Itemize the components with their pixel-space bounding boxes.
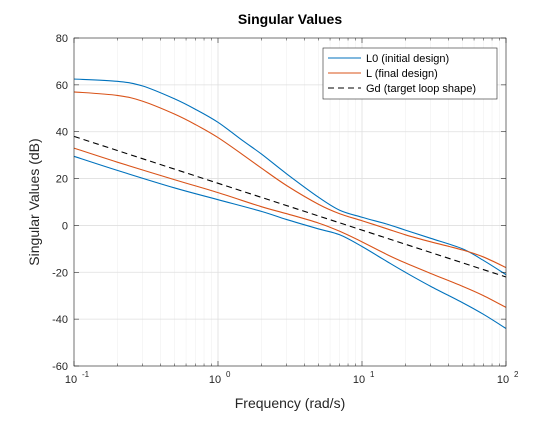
y-tick-label: -60 <box>52 361 68 373</box>
x-tick-exponent: 1 <box>370 370 375 379</box>
x-axis-label: Frequency (rad/s) <box>235 395 345 411</box>
x-tick-label: 10 <box>209 374 221 386</box>
y-tick-label: 80 <box>56 33 68 45</box>
axes-box <box>73 37 507 367</box>
grid <box>73 37 507 367</box>
y-tick-label: 0 <box>62 220 68 232</box>
y-tick-label: 40 <box>56 127 68 139</box>
x-tick-label: 10 <box>353 374 365 386</box>
y-tick-label: 20 <box>56 174 68 186</box>
x-tick-label: 10 <box>497 374 509 386</box>
x-tick-exponent: 0 <box>226 370 231 379</box>
legend-label: L (final design) <box>366 68 438 80</box>
series-line-5 <box>73 135 507 278</box>
series-line-3 <box>73 91 507 269</box>
legend: L0 (initial design) L (final design) Gd (t… <box>322 47 498 100</box>
x-tick-exponent: -1 <box>82 370 90 379</box>
x-tick-label: 10 <box>65 374 77 386</box>
legend-label: L0 (initial design) <box>366 53 449 65</box>
chart-title: Singular Values <box>238 11 342 27</box>
ticks <box>73 37 507 367</box>
series-line-2 <box>73 155 507 329</box>
legend-label: Gd (target loop shape) <box>366 83 476 95</box>
x-tick-exponent: 2 <box>514 370 519 379</box>
series-line-1 <box>73 78 507 276</box>
y-tick-label: 60 <box>56 80 68 92</box>
series-lines <box>73 78 507 329</box>
y-tick-label: -20 <box>52 267 68 279</box>
series-line-4 <box>73 147 507 308</box>
y-axis-label: Singular Values (dB) <box>26 138 42 265</box>
y-tick-label: -40 <box>52 314 68 326</box>
